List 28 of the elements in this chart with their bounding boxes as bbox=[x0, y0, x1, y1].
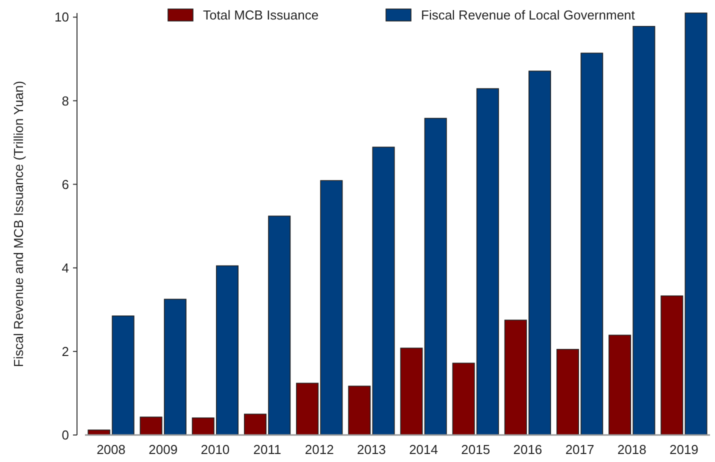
bar bbox=[400, 348, 423, 436]
y-tick-label: 6 bbox=[62, 176, 69, 192]
x-tick-label: 2009 bbox=[148, 442, 178, 457]
legend-label: Fiscal Revenue of Local Government bbox=[421, 8, 636, 23]
bar bbox=[660, 295, 684, 436]
x-tick-label: 2014 bbox=[409, 442, 438, 457]
y-tick-label: 2 bbox=[62, 344, 69, 359]
x-tick-label: 2015 bbox=[461, 442, 490, 457]
y-tick-label: 10 bbox=[54, 10, 69, 25]
x-tick-label: 2013 bbox=[356, 442, 386, 457]
x-tick-label: 2018 bbox=[617, 442, 646, 457]
legend-label: Total MCB Issuance bbox=[203, 8, 319, 23]
bar bbox=[684, 12, 708, 436]
y-tick-label: 4 bbox=[62, 260, 69, 276]
x-tick-label: 2008 bbox=[96, 442, 126, 457]
x-tick-label: 2012 bbox=[304, 442, 334, 457]
x-tick-label: 2010 bbox=[200, 442, 230, 457]
bar bbox=[372, 146, 395, 436]
y-tick-label: 0 bbox=[62, 428, 69, 443]
x-tick-label: 2019 bbox=[669, 442, 698, 457]
x-tick-label: 2017 bbox=[565, 442, 594, 457]
bar bbox=[112, 316, 134, 436]
y-tick-label: 8 bbox=[62, 93, 69, 108]
bar bbox=[348, 386, 371, 436]
x-tick-label: 2011 bbox=[253, 442, 282, 457]
x-tick-label: 2016 bbox=[513, 442, 542, 457]
bar bbox=[424, 118, 447, 436]
y-axis-title: Fiscal Revenue and MCB Issuance (Trillion Yuan) bbox=[11, 80, 26, 368]
